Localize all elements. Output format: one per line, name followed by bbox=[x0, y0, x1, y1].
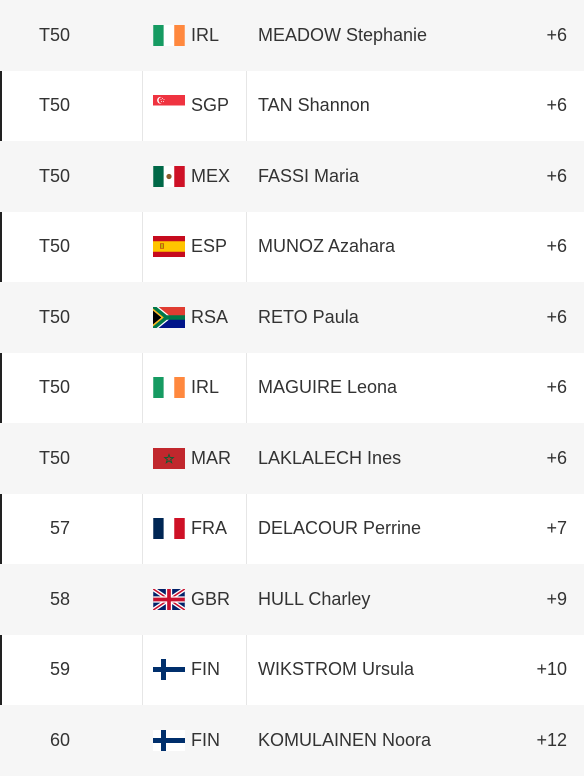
position: 59 bbox=[49, 659, 70, 680]
score: +6 bbox=[546, 165, 567, 186]
nation-cell: FRA bbox=[143, 493, 247, 564]
player-name[interactable]: HULL Charley bbox=[258, 588, 371, 609]
ireland-flag-icon bbox=[153, 377, 185, 399]
table-row[interactable]: T50 IRL MEADOW Stephanie +6 bbox=[0, 0, 584, 71]
position: 57 bbox=[49, 518, 70, 539]
score: +6 bbox=[546, 24, 567, 45]
score: +7 bbox=[546, 518, 567, 539]
nation-cell: IRL bbox=[143, 352, 247, 423]
country-code: IRL bbox=[191, 377, 220, 398]
table-row[interactable]: T50 RSA RETO Paula +6 bbox=[0, 282, 584, 353]
table-row[interactable]: T50 MEX FASSI Maria +6 bbox=[0, 141, 584, 212]
player-name[interactable]: WIKSTROM Ursula bbox=[258, 659, 415, 680]
table-row[interactable]: 60 FIN KOMULAINEN Noora +12 bbox=[0, 705, 584, 776]
country-code: FRA bbox=[191, 518, 227, 539]
nation-cell: MAR bbox=[143, 423, 247, 494]
player-name[interactable]: KOMULAINEN Noora bbox=[258, 729, 432, 750]
nation-cell: FIN bbox=[143, 705, 247, 776]
country-code: MEX bbox=[191, 165, 231, 186]
table-row[interactable]: 57 FRA DELACOUR Perrine +7 bbox=[0, 493, 584, 564]
table-row[interactable]: 59 FIN WIKSTROM Ursula +10 bbox=[0, 634, 584, 705]
uk-flag-icon bbox=[153, 588, 185, 610]
position: 58 bbox=[49, 588, 70, 609]
position: T50 bbox=[38, 236, 70, 257]
spain-flag-icon bbox=[153, 236, 185, 258]
score: +9 bbox=[546, 588, 567, 609]
table-row[interactable]: T50 MAR LAKLALECH Ines +6 bbox=[0, 423, 584, 494]
score: +10 bbox=[536, 659, 567, 680]
nation-cell: GBR bbox=[143, 564, 247, 635]
country-code: RSA bbox=[191, 306, 229, 327]
country-code: IRL bbox=[191, 24, 220, 45]
score: +6 bbox=[546, 377, 567, 398]
country-code: FIN bbox=[191, 729, 220, 750]
country-code: ESP bbox=[191, 236, 228, 257]
player-name[interactable]: RETO Paula bbox=[258, 306, 359, 327]
singapore-flag-icon bbox=[153, 95, 185, 117]
mexico-flag-icon bbox=[153, 165, 185, 187]
nation-cell: MEX bbox=[143, 141, 247, 212]
player-name[interactable]: TAN Shannon bbox=[258, 95, 370, 116]
table-row[interactable]: T50 ESP MUNOZ Azahara +6 bbox=[0, 211, 584, 282]
south-africa-flag-icon bbox=[153, 306, 185, 328]
table-row[interactable]: T50 IRL MAGUIRE Leona +6 bbox=[0, 352, 584, 423]
country-code: FIN bbox=[191, 659, 220, 680]
finland-flag-icon bbox=[153, 729, 185, 751]
finland-flag-icon bbox=[153, 659, 185, 681]
position: T50 bbox=[38, 377, 70, 398]
player-name[interactable]: DELACOUR Perrine bbox=[258, 518, 422, 539]
ireland-flag-icon bbox=[153, 24, 185, 46]
position: 60 bbox=[49, 729, 70, 750]
nation-cell: IRL bbox=[143, 0, 247, 71]
france-flag-icon bbox=[153, 518, 185, 540]
country-code: GBR bbox=[191, 588, 231, 609]
position: T50 bbox=[38, 447, 70, 468]
position: T50 bbox=[38, 95, 70, 116]
score: +6 bbox=[546, 306, 567, 327]
position: T50 bbox=[38, 24, 70, 45]
nation-cell: ESP bbox=[143, 211, 247, 282]
player-name[interactable]: FASSI Maria bbox=[258, 165, 360, 186]
nation-cell: FIN bbox=[143, 634, 247, 705]
player-name[interactable]: MUNOZ Azahara bbox=[258, 236, 396, 257]
position: T50 bbox=[38, 165, 70, 186]
score: +6 bbox=[546, 236, 567, 257]
score: +6 bbox=[546, 447, 567, 468]
nation-cell: RSA bbox=[143, 282, 247, 353]
morocco-flag-icon bbox=[153, 447, 185, 469]
player-name[interactable]: MAGUIRE Leona bbox=[258, 377, 398, 398]
table-row[interactable]: T50 SGP TAN Shannon +6 bbox=[0, 70, 584, 141]
player-name[interactable]: MEADOW Stephanie bbox=[258, 24, 428, 45]
score: +12 bbox=[536, 729, 567, 750]
position: T50 bbox=[38, 306, 70, 327]
country-code: SGP bbox=[191, 95, 230, 116]
score: +6 bbox=[546, 95, 567, 116]
table-row[interactable]: 58 GBR HULL Charley +9 bbox=[0, 564, 584, 635]
nation-cell: SGP bbox=[143, 70, 247, 141]
country-code: MAR bbox=[191, 447, 231, 468]
player-name[interactable]: LAKLALECH Ines bbox=[258, 447, 402, 468]
